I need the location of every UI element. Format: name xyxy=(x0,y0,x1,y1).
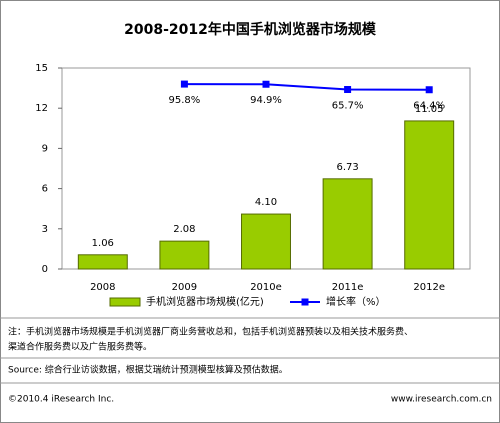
data-label: 1.06 xyxy=(92,238,114,249)
marker xyxy=(344,86,352,94)
x-tick-label: 2010e xyxy=(250,282,282,293)
x-tick-label: 2008 xyxy=(90,282,115,293)
footer: ©2010.4 iResearch Inc. xyxy=(8,395,114,405)
x-tick-label: 2011e xyxy=(332,282,364,293)
legend-label: 增长率（%） xyxy=(326,295,386,308)
data-label: 6.73 xyxy=(336,162,358,173)
chart-title: 2008-2012年中国手机浏览器市场规模 xyxy=(124,21,377,38)
legend-swatch xyxy=(109,297,141,307)
data-label: 2.08 xyxy=(173,224,195,235)
data-label: 94.9% xyxy=(250,95,282,106)
x-tick-label: 2012e xyxy=(413,282,445,293)
data-label: 11.05 xyxy=(415,104,444,115)
marker xyxy=(262,80,270,88)
data-label: 4.10 xyxy=(255,197,277,208)
data-label: 65.7% xyxy=(332,101,364,112)
bar xyxy=(404,120,455,270)
footer: www.iresearch.com.cn xyxy=(391,395,492,405)
bar xyxy=(159,240,210,270)
y-tick-label: 15 xyxy=(35,63,48,74)
y-tick-label: 9 xyxy=(42,143,48,154)
legend-label: 手机浏览器市场规模(亿元) xyxy=(146,295,264,308)
x-tick-label: 2009 xyxy=(172,282,197,293)
y-tick-label: 6 xyxy=(42,184,48,195)
source: Source: 综合行业访谈数据，根据艾瑞统计预测模型核算及预估数据。 xyxy=(8,364,288,376)
note: 渠道合作服务费以及广告服务费等。 xyxy=(8,341,152,353)
bar xyxy=(322,178,373,270)
y-tick-label: 12 xyxy=(35,103,48,114)
data-label: 95.8% xyxy=(169,95,201,106)
marker xyxy=(180,80,188,88)
y-tick-label: 3 xyxy=(42,224,48,235)
marker xyxy=(425,86,433,94)
bar xyxy=(77,254,128,270)
line xyxy=(184,83,430,91)
bar xyxy=(241,213,291,270)
y-tick-label: 0 xyxy=(42,264,48,275)
note: 注：手机浏览器市场规模是手机浏览器厂商业务营收总和，包括手机浏览器预装以及相关技… xyxy=(8,326,413,338)
legend-swatch xyxy=(301,298,309,306)
data-label: 64.4% xyxy=(413,101,445,112)
